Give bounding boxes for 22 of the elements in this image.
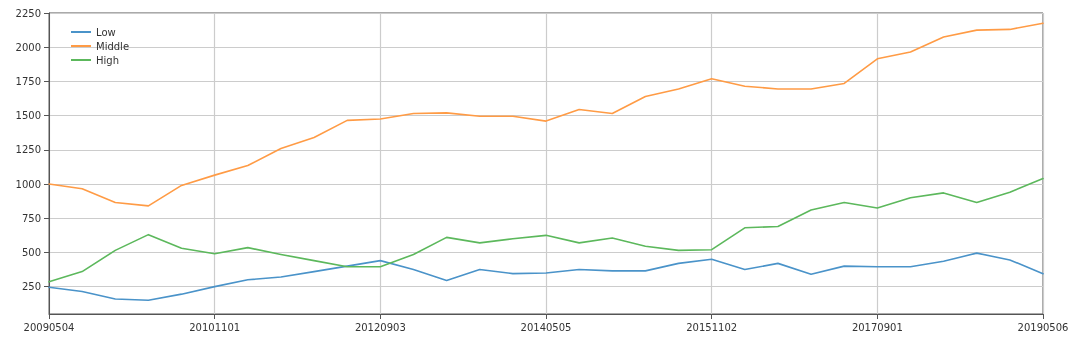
legend-label: High (96, 54, 119, 66)
y-tick-label: 500 (21, 246, 41, 258)
y-tick-label: 750 (21, 212, 41, 224)
x-tick-label: 20151102 (686, 321, 738, 333)
y-tick-label: 1500 (15, 110, 41, 122)
x-tick-label: 20090504 (23, 321, 75, 333)
x-tick-label: 20120903 (354, 321, 406, 333)
y-tick-label: 250 (21, 281, 41, 293)
line-series (48, 22, 1044, 207)
x-tick-label: 20101101 (189, 321, 241, 333)
legend-label: Low (96, 26, 116, 38)
y-tick-label: 1250 (15, 144, 41, 156)
line-series (48, 252, 1044, 302)
legend-label: Middle (96, 40, 130, 52)
x-tick-label: 20190506 (1017, 321, 1069, 333)
line-series (48, 177, 1044, 283)
y-tick-label: 1000 (15, 178, 41, 190)
x-tick-label: 20170901 (851, 321, 903, 333)
y-tick-label: 1750 (15, 75, 41, 87)
y-tick-label: 2250 (15, 7, 41, 19)
x-tick-label: 20140505 (520, 321, 572, 333)
y-tick-label: 2000 (15, 41, 41, 53)
